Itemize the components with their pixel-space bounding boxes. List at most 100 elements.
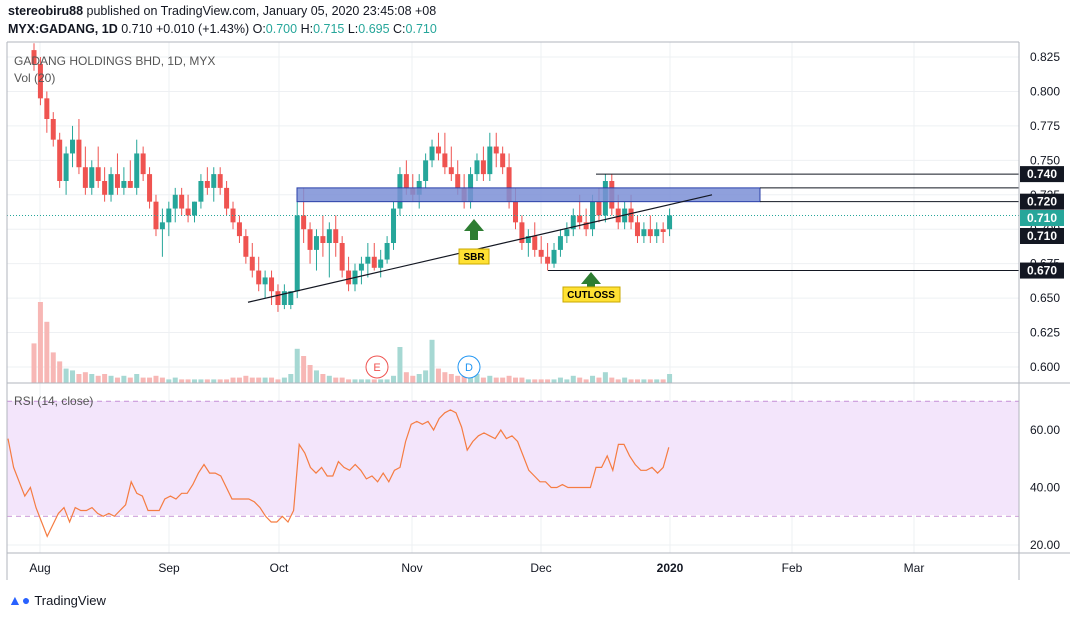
candle-body-82 — [557, 236, 563, 250]
sbr-tag[interactable] — [458, 248, 490, 265]
volume-bar-26 — [198, 379, 204, 383]
tradingview-logo-icon[interactable]: ▲● — [8, 592, 31, 608]
price-tick-0: 0.825 — [1030, 50, 1060, 64]
candle-body-38 — [275, 291, 281, 305]
candle-body-14 — [121, 181, 127, 188]
candle-body-34 — [249, 256, 255, 271]
price-tick-8: 0.625 — [1030, 326, 1060, 340]
time-axis[interactable]: Aug Sep Oct Nov Dec 2020 Feb Mar — [29, 561, 924, 575]
volume-bar-62 — [429, 339, 435, 383]
candle-body-74 — [506, 167, 512, 202]
volume-bar-56 — [391, 375, 397, 383]
volume-bar-39 — [281, 377, 287, 383]
candle-body-47 — [333, 229, 339, 243]
volume-bar-93 — [628, 379, 634, 383]
candle-body-99 — [667, 215, 673, 230]
candle-body-32 — [236, 222, 242, 237]
sbr-arrow-icon[interactable] — [464, 219, 484, 240]
price-tick-9: 0.600 — [1030, 360, 1060, 374]
rsi-axis[interactable]: 60.00 40.00 20.00 — [1030, 423, 1060, 552]
published-text: published on TradingView.com, January 05… — [86, 4, 437, 18]
price-change: +0.010 (+1.43%) — [155, 22, 250, 36]
candle-body-81 — [551, 249, 557, 264]
volume-bar-37 — [269, 377, 275, 383]
quote-line: MYX:GADANG, 1D 0.710 +0.010 (+1.43%) O:0… — [8, 22, 437, 36]
volume-bar-11 — [102, 374, 108, 383]
time-tick-2: Oct — [270, 561, 289, 575]
volume-bar-16 — [134, 374, 140, 383]
earnings-marker[interactable] — [365, 355, 389, 379]
volume-bar-82 — [557, 377, 563, 383]
volume-bar-24 — [185, 379, 191, 383]
footer-brand[interactable]: TradingView — [34, 592, 106, 608]
candle-body-73 — [500, 153, 506, 168]
volume-bar-31 — [230, 377, 236, 383]
candle-body-44 — [313, 236, 319, 250]
volume-bar-92 — [622, 377, 628, 383]
volume-bar-48 — [339, 377, 345, 383]
dividend-marker[interactable] — [457, 355, 481, 379]
volume-bar-10 — [95, 375, 101, 383]
volume-bar-40 — [288, 374, 294, 383]
candle-body-84 — [570, 215, 576, 230]
candle-body-75 — [513, 201, 518, 223]
candle-body-70 — [480, 160, 486, 175]
volume-bar-98 — [660, 379, 666, 383]
volume-bar-18 — [147, 377, 153, 383]
close-label: C: — [393, 22, 406, 36]
candle-body-42 — [301, 215, 307, 230]
candle-body-79 — [538, 249, 544, 257]
candle-body-48 — [339, 243, 345, 271]
volume-bars — [31, 302, 673, 383]
candle-body-69 — [474, 160, 480, 175]
price-tag-bg-2 — [1020, 210, 1064, 226]
volume-bar-36 — [262, 377, 268, 383]
time-tick-7: Mar — [904, 561, 925, 575]
candle-body-26 — [198, 181, 204, 202]
candle-body-52 — [365, 256, 371, 264]
candle-body-33 — [243, 236, 249, 257]
price-tag-1: 0.720 — [1027, 195, 1057, 209]
cutloss-arrow-icon[interactable] — [581, 272, 601, 287]
volume-bar-63 — [435, 368, 441, 383]
volume-bar-65 — [448, 374, 454, 383]
candle-body-94 — [634, 222, 640, 237]
volume-bar-75 — [513, 377, 518, 383]
price-tags: 0.740 0.720 0.710 0.710 0.670 — [1020, 166, 1064, 279]
price-tag-bg-4 — [1020, 262, 1064, 279]
price-axis[interactable]: 0.8250.8000.7750.7500.7250.7000.6750.650… — [1030, 50, 1060, 374]
candle-body-43 — [307, 229, 313, 250]
candle-body-98 — [660, 229, 666, 232]
candle-body-91 — [615, 208, 621, 223]
volume-legend: Vol (20) — [14, 71, 55, 85]
resistance-zone[interactable] — [296, 187, 761, 203]
price-tick-3: 0.750 — [1030, 153, 1060, 167]
volume-bar-84 — [570, 375, 576, 383]
time-tick-6: Feb — [782, 561, 803, 575]
candle-body-49 — [346, 270, 352, 285]
candle-body-16 — [134, 153, 140, 188]
candle-body-71 — [487, 146, 493, 175]
author-name[interactable]: stereobiru88 — [8, 4, 84, 18]
candle-body-95 — [641, 229, 647, 237]
candle-body-77 — [525, 236, 531, 243]
close-value: 0.710 — [405, 22, 437, 36]
rsi-tick-2: 20.00 — [1030, 538, 1060, 552]
volume-bar-34 — [249, 377, 255, 383]
candle-body-51 — [358, 263, 364, 271]
volume-bar-5 — [63, 368, 69, 383]
candlesticks — [31, 43, 673, 312]
volume-bar-55 — [384, 379, 390, 383]
candle-body-85 — [577, 215, 583, 223]
candle-body-46 — [326, 229, 332, 243]
volume-bar-22 — [172, 377, 178, 383]
cutloss-tag[interactable] — [562, 286, 621, 303]
candle-body-97 — [654, 229, 660, 237]
candle-body-66 — [455, 174, 461, 188]
candle-body-7 — [76, 139, 82, 168]
volume-bar-52 — [365, 379, 371, 383]
candle-body-39 — [281, 291, 287, 305]
candle-body-19 — [153, 201, 159, 230]
time-tick-3: Nov — [401, 561, 422, 575]
